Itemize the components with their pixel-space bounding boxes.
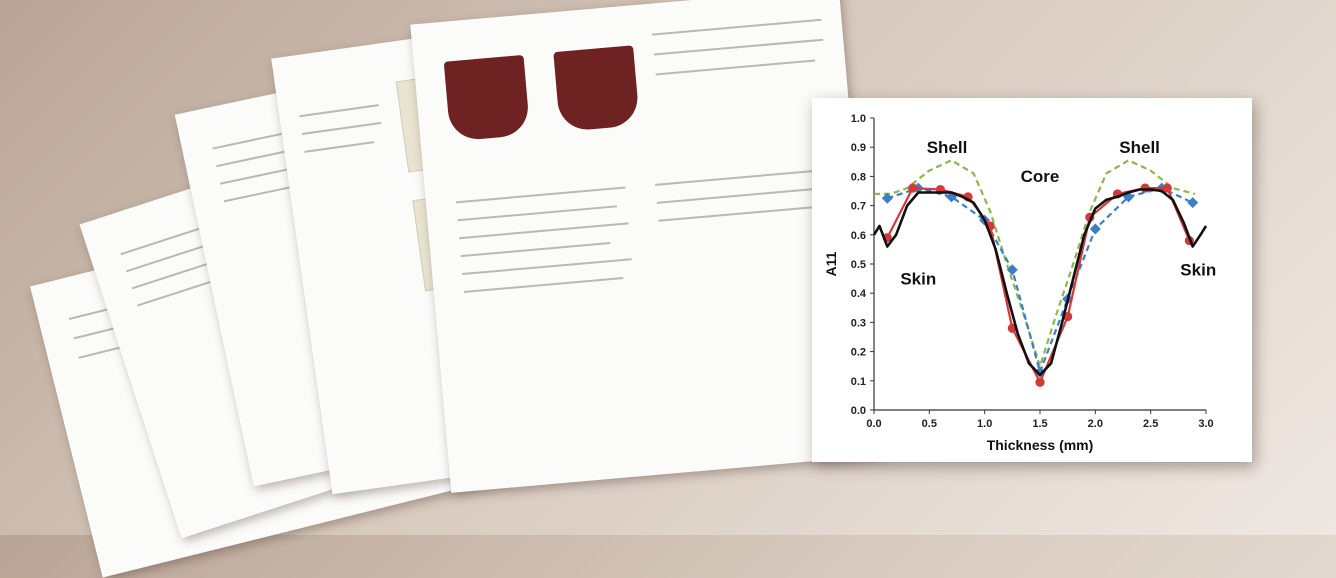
x-tick-label: 3.0 <box>1198 418 1213 430</box>
x-tick-label: 2.0 <box>1088 418 1103 430</box>
series-2-point <box>1089 223 1101 235</box>
x-tick-label: 2.5 <box>1143 418 1158 430</box>
y-tick-label: 0.8 <box>851 171 866 183</box>
series-line-4 <box>872 188 1208 377</box>
x-axis-title: Thickness (mm) <box>987 437 1094 453</box>
y-tick-label: 0.7 <box>851 201 866 213</box>
y-tick-label: 0.1 <box>851 376 866 388</box>
series-2-point <box>881 192 893 204</box>
chart-card: 0.0 0.5 1.0 1.5 2.0 2.5 3.0 0.0 0.1 0.2 0.3 0.4 0.5 0… <box>812 98 1252 462</box>
annotation-skin: Skin <box>1180 261 1216 280</box>
x-tick-label: 1.0 <box>977 418 992 430</box>
series-line-1 <box>874 159 1196 368</box>
y-tick-label: 0.4 <box>851 288 867 300</box>
y-tick-label: 0.5 <box>851 259 866 271</box>
y-tick-label: 0.2 <box>851 347 866 359</box>
annotation-shell: Shell <box>1119 138 1160 157</box>
y-tick-label: 0.9 <box>851 142 866 154</box>
series-2-point <box>1006 264 1018 276</box>
series-2-point <box>1187 197 1199 209</box>
annotation-core: Core <box>1021 167 1060 186</box>
annotation-skin: Skin <box>900 269 936 288</box>
y-tick-label: 1.0 <box>851 113 866 125</box>
a11-thickness-chart: 0.0 0.5 1.0 1.5 2.0 2.5 3.0 0.0 0.1 0.2 0.3 0.4 0.5 0… <box>823 113 1216 453</box>
y-tick-label: 0.0 <box>851 405 866 417</box>
paper-page-5 <box>410 0 880 493</box>
annotation-shell: Shell <box>927 138 968 157</box>
series-2-point <box>945 191 957 203</box>
series-3-point <box>1140 183 1150 193</box>
x-tick-label: 1.5 <box>1032 418 1047 430</box>
series-3-point <box>1035 377 1045 387</box>
y-axis-title: A11 <box>823 251 839 276</box>
x-tick-label: 0.0 <box>866 418 881 430</box>
y-tick-label: 0.3 <box>851 317 866 329</box>
series-3-point <box>908 183 918 193</box>
x-tick-label: 0.5 <box>922 418 937 430</box>
y-tick-label: 0.6 <box>851 230 866 242</box>
series-3-point <box>1162 183 1172 193</box>
